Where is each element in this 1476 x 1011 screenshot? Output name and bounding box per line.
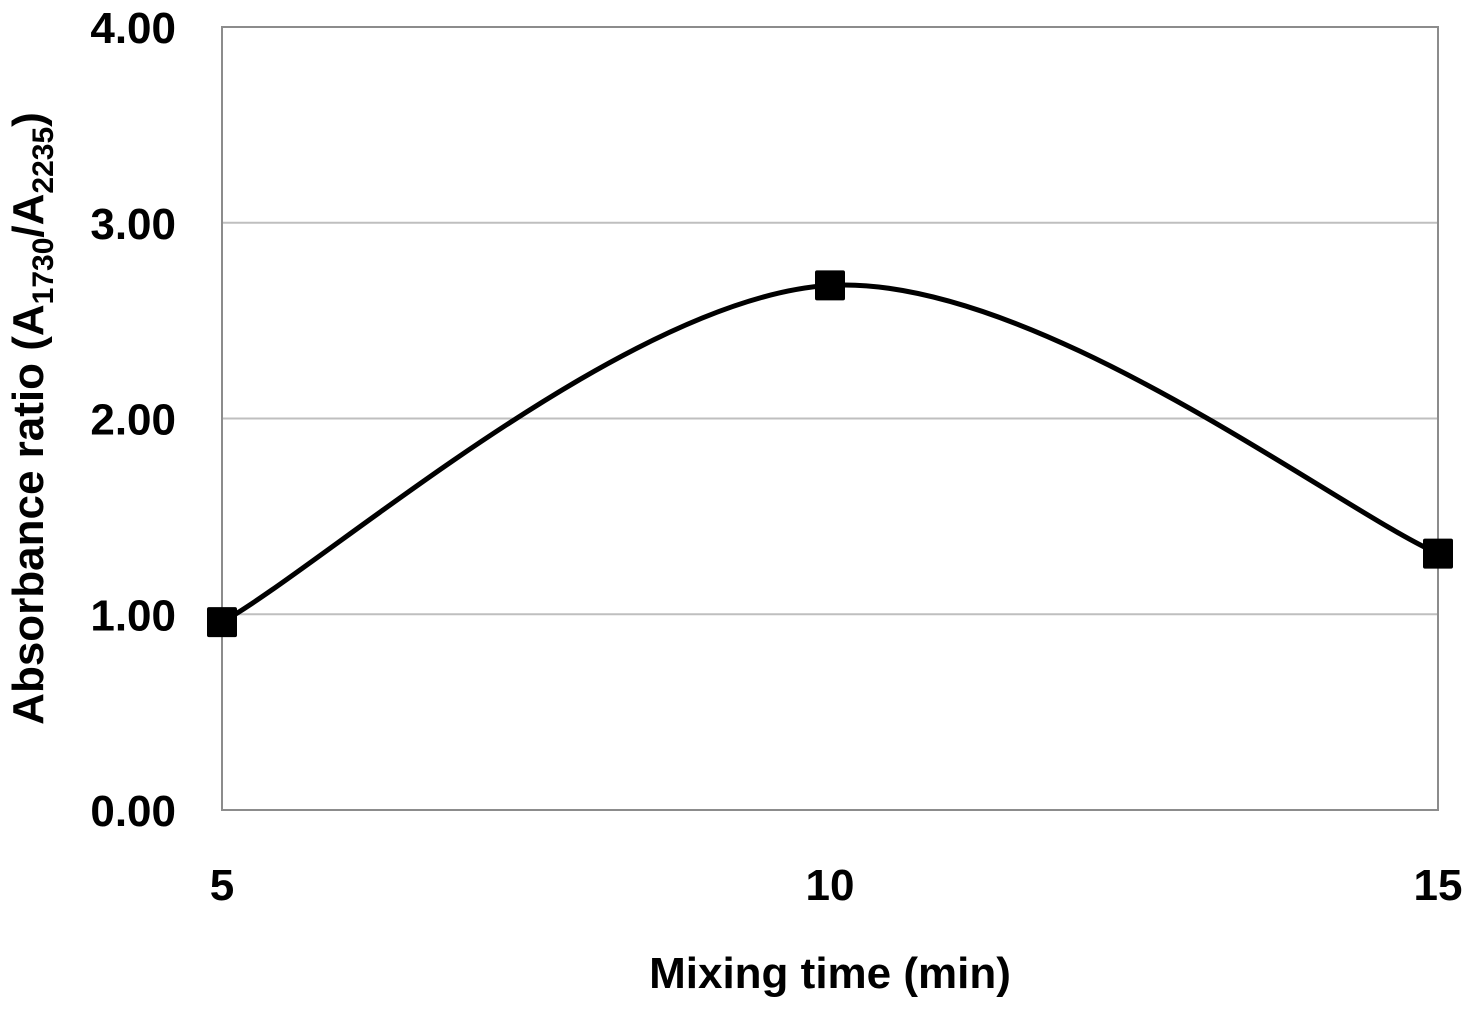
y-axis-tick-labels: 0.00 1.00 2.00 3.00 4.00 [90,4,176,836]
plot-area [221,26,1439,811]
y-axis-title-suffix: ) [4,112,53,127]
x-axis-tick-labels: 5 10 15 [210,861,1463,910]
y-tick-label: 4.00 [90,4,176,53]
y-axis-title-prefix: Absorbance ratio (A [4,304,53,725]
data-point [1423,538,1453,569]
series-layer [207,270,1453,638]
y-axis-title-subscript-1: 1730 [27,238,60,305]
x-tick-label: 5 [210,861,234,910]
gridlines [222,221,1438,616]
y-tick-label: 0.00 [90,787,176,836]
y-tick-label: 3.00 [90,200,176,249]
x-axis-title: Mixing time (min) [649,949,1011,998]
data-point [815,270,845,301]
y-axis-title-middle: /A [4,194,53,238]
y-axis-title: Absorbance ratio (A1730/A2235) [4,112,60,725]
series-line [220,282,1440,625]
y-axis-title-subscript-2: 2235 [27,127,60,194]
data-point [207,607,237,638]
y-tick-label: 2.00 [90,396,176,445]
x-tick-label: 15 [1414,861,1463,910]
x-tick-label: 10 [806,861,855,910]
y-tick-label: 1.00 [90,591,176,640]
